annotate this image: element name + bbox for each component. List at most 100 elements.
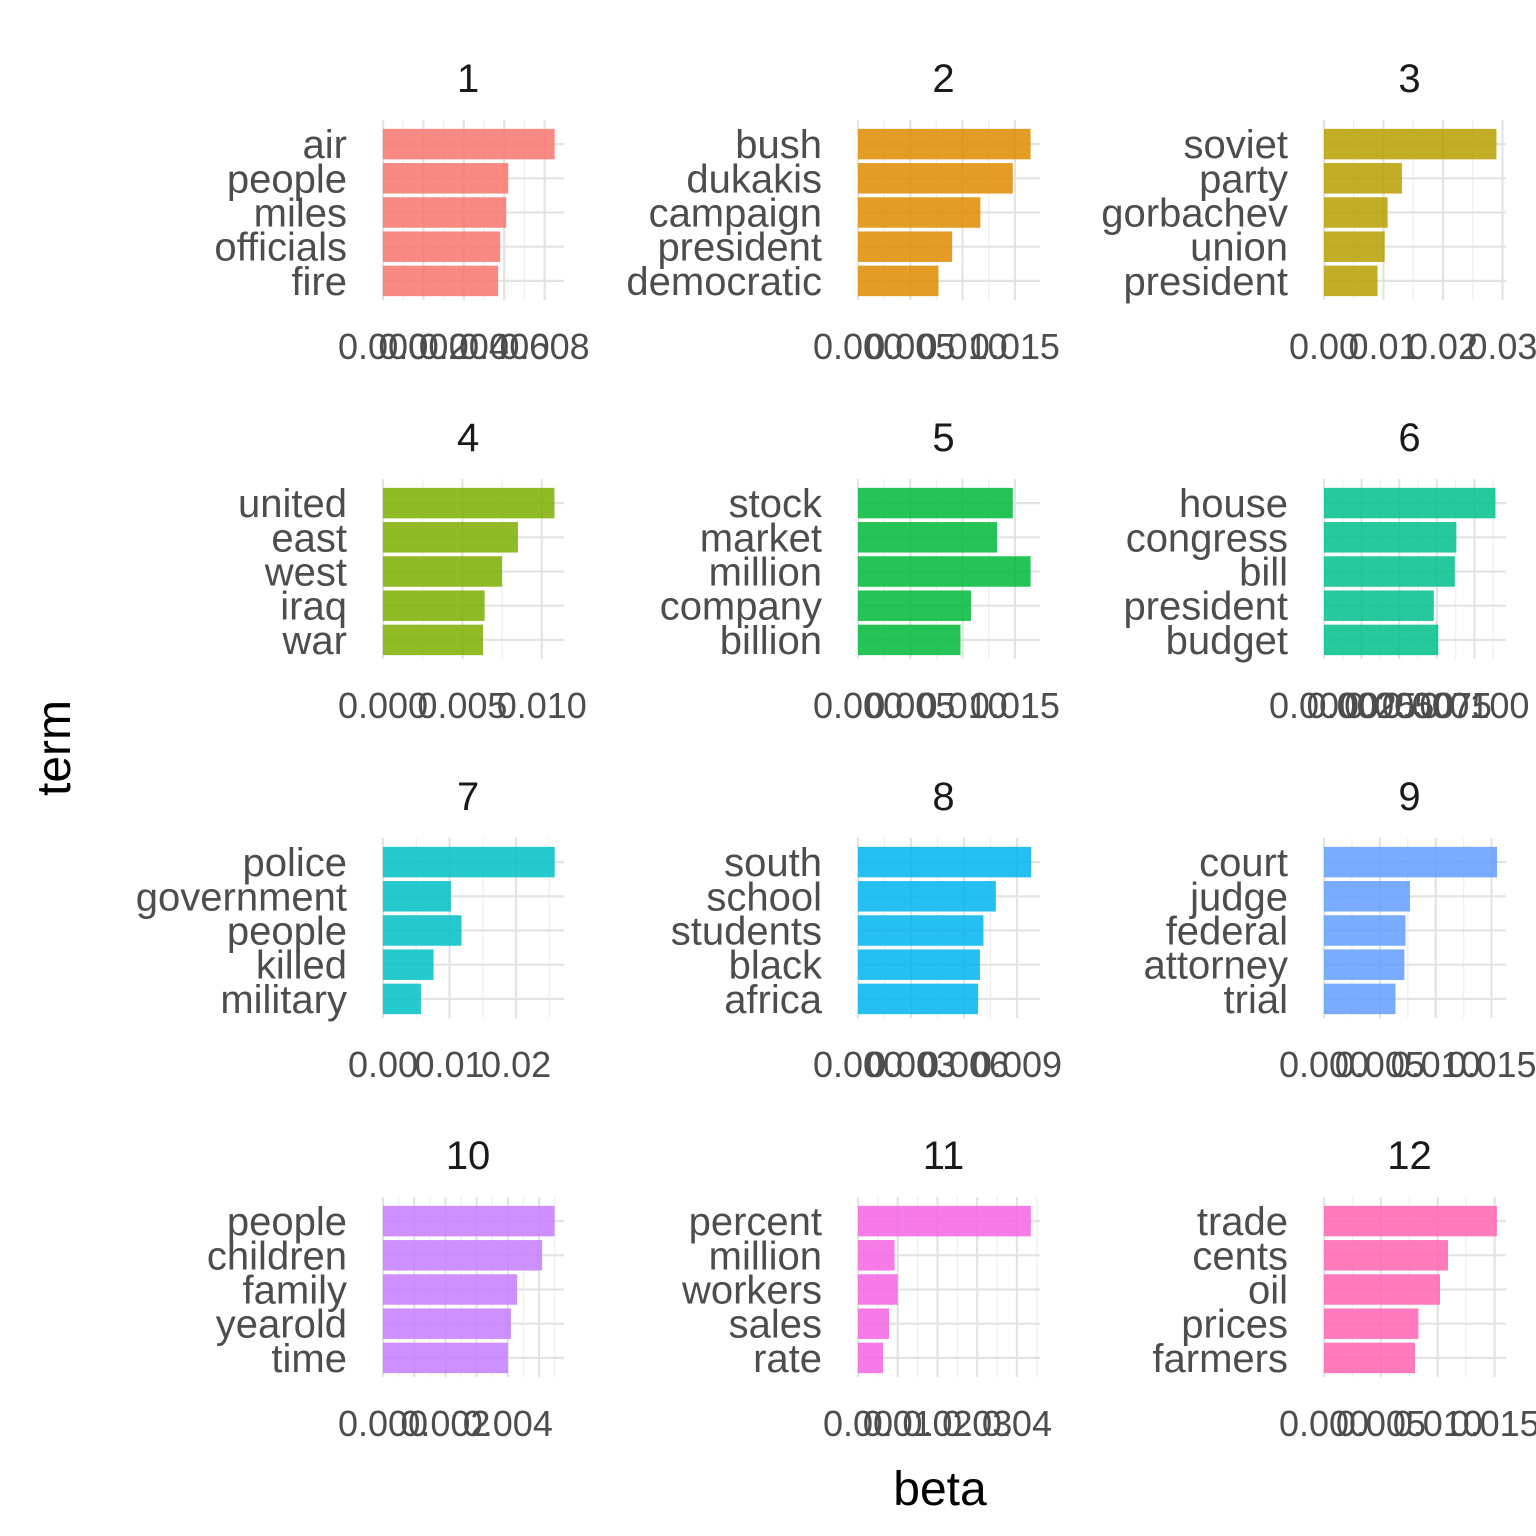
term-label: percent <box>689 1200 822 1244</box>
x-tick-label: 0.010 <box>918 685 1008 726</box>
bar-children <box>383 1240 543 1271</box>
term-label: children <box>207 1234 347 1278</box>
bar-million <box>858 1240 895 1271</box>
term-label: military <box>220 978 347 1022</box>
term-label: school <box>706 875 822 919</box>
bar-budget <box>1324 624 1439 656</box>
term-label: war <box>282 619 347 663</box>
term-label: sales <box>729 1303 822 1347</box>
term-label: officials <box>214 226 347 270</box>
facet-panels: 1airpeoplemilesofficialsfire0.0000.0020.… <box>136 57 1536 1444</box>
term-label: million <box>709 1234 822 1278</box>
term-label: judge <box>1189 875 1288 919</box>
panel-title: 5 <box>932 416 954 460</box>
bar-market <box>858 522 998 553</box>
x-tick-label: 0.000 <box>1279 1403 1369 1444</box>
term-label: trial <box>1224 978 1288 1022</box>
x-tick-label: 0.02 <box>1408 326 1478 367</box>
term-label: bush <box>735 123 822 167</box>
panel-12: 12tradecentsoilpricesfarmers0.0000.0050.… <box>1152 1134 1536 1444</box>
x-tick-label: 0.01 <box>863 1403 933 1444</box>
bar-rate <box>858 1342 884 1374</box>
term-label: party <box>1199 157 1288 201</box>
x-tick-label: 0.010 <box>1393 1403 1483 1444</box>
term-label: people <box>227 157 347 201</box>
term-label: president <box>1123 260 1288 304</box>
bar-miles <box>383 197 507 228</box>
x-tick-label: 0.005 <box>865 326 955 367</box>
x-tick-label: 0.0025 <box>1307 685 1417 726</box>
bar-family <box>383 1274 518 1305</box>
x-axis-title: beta <box>893 1463 987 1516</box>
term-label: south <box>724 841 822 885</box>
panel-title: 4 <box>457 416 479 460</box>
bar-students <box>858 915 984 946</box>
x-tick-label: 0.009 <box>972 1044 1062 1085</box>
x-tick-label: 0.000 <box>813 1044 903 1085</box>
term-label: west <box>264 551 347 595</box>
term-label: congress <box>1126 516 1288 560</box>
term-label: killed <box>256 944 347 988</box>
bar-killed <box>383 949 434 980</box>
term-label: government <box>136 875 347 919</box>
x-tick-label: 0.0050 <box>1344 685 1454 726</box>
x-tick-label: 0.03 <box>1467 326 1536 367</box>
bar-cents <box>1324 1240 1448 1271</box>
x-tick-label: 0.008 <box>500 326 590 367</box>
term-label: soviet <box>1184 123 1289 167</box>
bar-company <box>858 590 971 621</box>
term-label: workers <box>681 1269 822 1313</box>
x-tick-label: 0.010 <box>1391 1044 1481 1085</box>
bar-government <box>383 881 451 912</box>
bar-people <box>383 163 509 194</box>
x-tick-label: 0.01 <box>415 1044 485 1085</box>
x-tick-label: 0.010 <box>918 326 1008 367</box>
x-tick-label: 0.00 <box>823 1403 893 1444</box>
bar-campaign <box>858 197 981 228</box>
bar-east <box>383 522 518 553</box>
bar-sales <box>858 1308 889 1339</box>
bar-party <box>1324 163 1402 194</box>
bar-president <box>1324 265 1378 297</box>
panel-title: 8 <box>932 775 954 819</box>
term-label: rate <box>753 1337 822 1381</box>
bar-police <box>383 846 555 878</box>
bar-court <box>1324 846 1498 878</box>
bar-union <box>1324 231 1385 262</box>
x-tick-label: 0.002 <box>400 1403 490 1444</box>
bar-iraq <box>383 590 485 621</box>
panel-10: 10peoplechildrenfamilyyearoldtime0.0000.… <box>207 1134 564 1444</box>
panel-title: 11 <box>923 1134 965 1178</box>
term-label: budget <box>1166 619 1288 663</box>
term-label: police <box>242 841 347 885</box>
bar-oil <box>1324 1274 1441 1305</box>
term-label: market <box>700 516 822 560</box>
x-tick-label: 0.004 <box>463 1403 553 1444</box>
panel-3: 3sovietpartygorbachevunionpresident0.000… <box>1101 57 1536 367</box>
term-label: president <box>1123 585 1288 629</box>
x-tick-label: 0.010 <box>497 685 587 726</box>
term-label: air <box>303 123 347 167</box>
term-label: bill <box>1239 551 1288 595</box>
panel-title: 6 <box>1398 416 1420 460</box>
x-tick-label: 0.005 <box>417 685 507 726</box>
x-tick-label: 0.0075 <box>1382 685 1492 726</box>
term-label: union <box>1190 226 1288 270</box>
x-tick-label: 0.02 <box>481 1044 551 1085</box>
x-tick-label: 0.03 <box>942 1403 1012 1444</box>
bar-trade <box>1324 1205 1497 1237</box>
bar-president <box>1324 590 1434 621</box>
bar-bill <box>1324 556 1455 587</box>
x-tick-label: 0.00 <box>1289 326 1359 367</box>
bar-dukakis <box>858 163 1013 194</box>
x-tick-label: 0.005 <box>1336 1403 1426 1444</box>
term-label: yearold <box>216 1303 347 1347</box>
x-tick-label: 0.003 <box>866 1044 956 1085</box>
bar-west <box>383 556 503 587</box>
bar-billion <box>858 624 961 656</box>
x-tick-label: 0.000 <box>813 685 903 726</box>
panel-title: 10 <box>446 1134 491 1178</box>
panel-title: 7 <box>457 775 479 819</box>
